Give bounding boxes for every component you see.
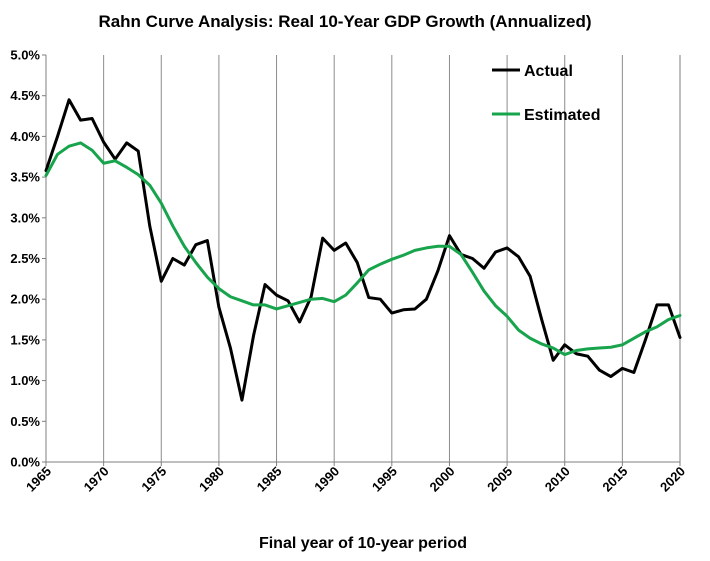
x-axis-label: Final year of 10-year period	[259, 535, 467, 552]
x-tick-label: 1990	[311, 464, 342, 495]
x-tick-labels: 1965 1970 1975 1980 1985 1990 1995 2000 2005 2010…	[23, 462, 688, 495]
x-tick-label: 1980	[196, 464, 227, 495]
y-tick-label: 5.0%	[10, 48, 40, 63]
y-tick-label: 0.0%	[10, 455, 40, 470]
y-tick-labels: 0.0% 0.5% 1.0% 1.5% 2.0% 2.5% 3.0% 3.5% 4.0% 4.5%…	[10, 48, 46, 470]
y-tick-label: 1.0%	[10, 373, 40, 388]
x-tick-label: 1975	[138, 464, 169, 495]
y-tick-label: 2.0%	[10, 292, 40, 307]
legend-label-estimated: Estimated	[524, 107, 600, 124]
y-tick-label: 3.5%	[10, 170, 40, 185]
x-tick-label: 2015	[599, 464, 630, 495]
x-tick-label: 2005	[484, 464, 515, 495]
legend: Actual Estimated	[492, 63, 600, 124]
series-line-estimated	[44, 141, 682, 357]
x-tick-label: 1970	[81, 464, 112, 495]
x-tick-label: 2000	[427, 464, 458, 495]
x-tick-label: 1985	[254, 464, 285, 495]
series-line-actual	[44, 98, 682, 402]
y-tick-label: 4.0%	[10, 129, 40, 144]
y-tick-label: 2.5%	[10, 251, 40, 266]
x-tick-label: 1995	[369, 464, 400, 495]
x-tick-label: 2020	[657, 464, 688, 495]
y-tick-label: 0.5%	[10, 414, 40, 429]
x-tick-label: 2010	[542, 464, 573, 495]
y-tick-label: 1.5%	[10, 332, 40, 347]
y-tick-label: 3.0%	[10, 210, 40, 225]
chart-title: Rahn Curve Analysis: Real 10-Year GDP Gr…	[98, 12, 591, 31]
y-tick-label: 4.5%	[10, 88, 40, 103]
series-lines	[44, 98, 682, 402]
legend-label-actual: Actual	[524, 63, 573, 80]
